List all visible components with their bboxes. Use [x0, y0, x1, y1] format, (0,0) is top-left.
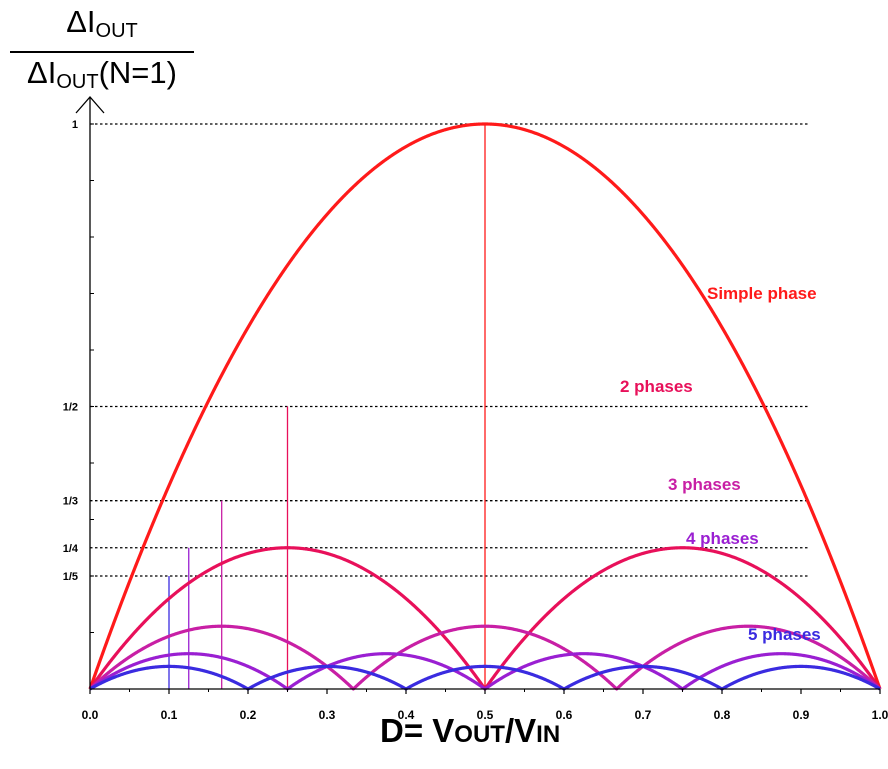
y-tick-label: 1: [72, 119, 78, 131]
x-tick-label: 0.0: [82, 708, 99, 722]
tick-labels: 1 1/2 1/3 1/4 1/5 0.0 0.1 0.2 0.3 0.4 0.5 0.6 0.7 0.8…: [63, 119, 888, 722]
y-tick-label: 1/2: [63, 402, 78, 414]
series-label: 5 phases: [748, 625, 821, 644]
x-tick-label: 1.0: [872, 708, 888, 722]
x-tick-label: 0.2: [240, 708, 257, 722]
x-tick-label: 0.9: [793, 708, 810, 722]
x-tick-label: 0.7: [635, 708, 652, 722]
series-label: 2 phases: [620, 377, 693, 396]
y-label-denominator: ΔIOUT(N=1): [10, 51, 194, 102]
x-tick-label: 0.4: [398, 708, 415, 722]
axes: [75, 96, 881, 694]
series-curve: [88, 122, 882, 690]
y-label-numerator: ΔIOUT: [66, 4, 138, 42]
x-axis-label: D= VOUT/VIN: [380, 712, 561, 749]
x-tick-label: 0.1: [161, 708, 178, 722]
x-tick-label: 0.3: [319, 708, 336, 722]
y-tick-label: 1/4: [63, 543, 79, 555]
x-tick-label: 0.6: [556, 708, 573, 722]
series-label: 3 phases: [668, 475, 741, 494]
y-tick-label: 1/5: [63, 571, 78, 583]
series-label: Simple phase: [707, 284, 817, 303]
x-tick-label: 0.5: [477, 708, 494, 722]
y-axis-label: ΔIOUT ΔIOUT(N=1): [10, 2, 194, 102]
x-tick-label: 0.8: [714, 708, 731, 722]
y-axis-arrow: [75, 96, 105, 114]
reference-lines: [90, 123, 808, 577]
series-curve: [88, 624, 882, 691]
series-curve: [89, 664, 881, 691]
y-tick-label: 1/3: [63, 496, 78, 508]
series-label: 4 phases: [686, 529, 759, 548]
